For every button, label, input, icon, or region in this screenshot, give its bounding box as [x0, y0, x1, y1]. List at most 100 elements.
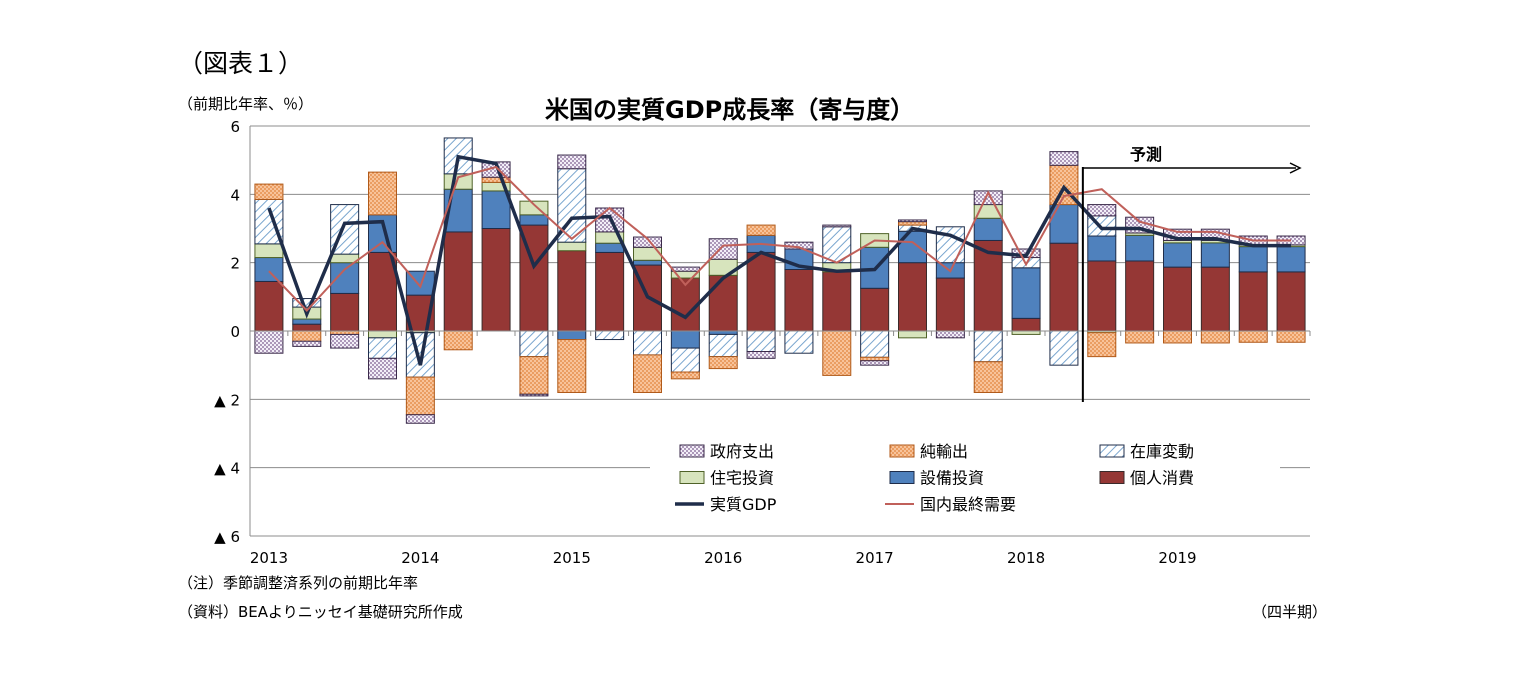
y-tick-label: ▲ 6 — [214, 528, 240, 546]
bar-設備投資 — [973, 217, 1003, 241]
bar-純輸出 — [746, 224, 776, 236]
bar-住宅投資 — [557, 241, 587, 252]
bar-純輸出 — [633, 354, 662, 393]
bar-純輸出 — [708, 356, 738, 370]
bar-政府支出 — [633, 236, 662, 248]
bar-個人消費 — [330, 292, 360, 332]
x-year-label: 2016 — [704, 549, 742, 567]
bar-政府支出 — [860, 360, 890, 366]
bar-個人消費 — [1125, 260, 1155, 332]
bar-純輸出 — [822, 330, 852, 376]
note: （注）季節調整済系列の前期比年率 — [178, 574, 419, 592]
bar-住宅投資 — [254, 243, 284, 259]
legend-label: 政府支出 — [710, 442, 774, 461]
legend-box — [650, 436, 1280, 524]
bar-個人消費 — [595, 251, 625, 332]
arrow-head-icon — [1289, 162, 1302, 174]
bar-個人消費 — [935, 277, 965, 332]
y-tick-label: 6 — [230, 118, 240, 136]
bar-個人消費 — [254, 280, 284, 332]
bar-純輸出 — [1125, 330, 1155, 344]
x-year-label: 2013 — [250, 549, 288, 567]
legend-swatch — [679, 444, 705, 458]
bar-政府支出 — [822, 224, 852, 228]
legend-label: 個人消費 — [1130, 469, 1194, 488]
bar-住宅投資 — [1011, 330, 1041, 335]
bar-純輸出 — [898, 221, 927, 226]
y-tick-label: 4 — [230, 186, 240, 204]
bar-政府支出 — [746, 351, 776, 359]
bar-個人消費 — [973, 239, 1003, 332]
bar-純輸出 — [557, 339, 587, 393]
x-year-label: 2018 — [1007, 549, 1045, 567]
bar-設備投資 — [633, 259, 662, 266]
bar-在庫変動 — [784, 330, 814, 354]
x-axis-label: （四半期） — [1252, 603, 1328, 621]
y-tick-label: 0 — [230, 323, 240, 341]
bar-個人消費 — [784, 269, 814, 332]
bar-個人消費 — [1238, 271, 1268, 332]
bar-個人消費 — [822, 271, 852, 332]
bar-純輸出 — [443, 330, 473, 351]
chart-title: 米国の実質GDP成長率（寄与度） — [545, 96, 915, 124]
bar-設備投資 — [708, 330, 738, 335]
bar-在庫変動 — [595, 330, 625, 341]
bar-政府支出 — [254, 330, 284, 354]
bar-個人消費 — [557, 250, 587, 332]
bar-設備投資 — [1163, 242, 1192, 268]
bar-純輸出 — [1200, 330, 1230, 344]
bar-在庫変動 — [292, 298, 322, 308]
bar-設備投資 — [898, 230, 927, 264]
bar-設備投資 — [1049, 204, 1079, 244]
bar-在庫変動 — [860, 330, 890, 358]
bar-政府支出 — [519, 393, 549, 397]
bar-在庫変動 — [973, 330, 1003, 363]
bar-純輸出 — [1238, 330, 1268, 343]
bar-純輸出 — [330, 330, 360, 335]
legend-swatch — [679, 471, 705, 484]
bar-設備投資 — [1276, 246, 1306, 273]
bar-在庫変動 — [670, 347, 700, 373]
legend-label: 設備投資 — [920, 469, 984, 488]
bar-設備投資 — [670, 330, 700, 349]
bar-政府支出 — [292, 340, 322, 347]
line-国内最終需要 — [268, 165, 1292, 312]
bar-純輸出 — [368, 171, 397, 216]
bar-在庫変動 — [1049, 330, 1079, 366]
x-year-label: 2014 — [401, 549, 439, 567]
y-tick-label: ▲ 2 — [214, 391, 240, 409]
x-year-label: 2015 — [553, 549, 591, 567]
bar-政府支出 — [368, 357, 397, 380]
bar-設備投資 — [1238, 246, 1268, 273]
bar-個人消費 — [1276, 271, 1306, 332]
bar-政府支出 — [670, 266, 700, 272]
bar-純輸出 — [973, 361, 1003, 393]
bar-住宅投資 — [898, 330, 927, 339]
bar-個人消費 — [670, 277, 700, 332]
legend-label: 純輸出 — [920, 442, 968, 461]
bar-個人消費 — [898, 262, 927, 332]
bar-政府支出 — [1087, 204, 1117, 217]
bar-在庫変動 — [368, 337, 397, 359]
bar-個人消費 — [1163, 266, 1192, 332]
bar-住宅投資 — [443, 173, 473, 190]
bar-在庫変動 — [746, 330, 776, 352]
bar-純輸出 — [405, 376, 435, 416]
bar-純輸出 — [519, 356, 549, 395]
y-tick-label: 2 — [230, 255, 240, 273]
figure-label: （図表１） — [178, 49, 304, 78]
bar-設備投資 — [254, 257, 284, 282]
bar-純輸出 — [292, 330, 322, 342]
bar-個人消費 — [1049, 242, 1079, 332]
bar-純輸出 — [254, 183, 284, 200]
bar-政府支出 — [898, 219, 927, 223]
bar-設備投資 — [1087, 235, 1117, 262]
bar-個人消費 — [292, 323, 322, 332]
bar-設備投資 — [330, 262, 360, 294]
bar-政府支出 — [935, 330, 965, 339]
bar-在庫変動 — [633, 330, 662, 356]
source: （資料）BEAよりニッセイ基礎研究所作成 — [178, 603, 463, 621]
bar-政府支出 — [1049, 151, 1079, 166]
legend-label: 国内最終需要 — [920, 495, 1016, 514]
bar-住宅投資 — [368, 330, 397, 339]
